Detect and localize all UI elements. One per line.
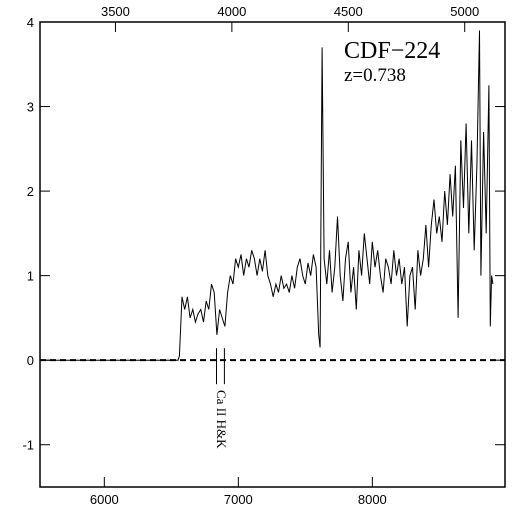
spectrum [40, 30, 494, 361]
x-tick-label: 7000 [224, 492, 253, 507]
plot-frame [39, 21, 506, 488]
x2-tick-label: 5000 [450, 4, 479, 19]
y-tick-label: -1 [22, 438, 34, 453]
x2-tick-label: 3500 [101, 4, 130, 19]
y-tick-label: 1 [27, 269, 34, 284]
line-label: Ca II H&K [214, 390, 229, 449]
x2-tick-label: 4000 [217, 4, 246, 19]
redshift: z=0.738 [344, 65, 406, 86]
y-tick-label: 2 [27, 184, 34, 199]
x-tick-label: 6000 [90, 492, 119, 507]
x-tick-label: 8000 [358, 492, 387, 507]
x2-tick-label: 4500 [334, 4, 363, 19]
object-name: CDF−224 [344, 38, 440, 64]
y-tick-label: 4 [27, 15, 34, 30]
y-tick-label: 0 [27, 353, 34, 368]
y-tick-label: 3 [27, 100, 34, 115]
